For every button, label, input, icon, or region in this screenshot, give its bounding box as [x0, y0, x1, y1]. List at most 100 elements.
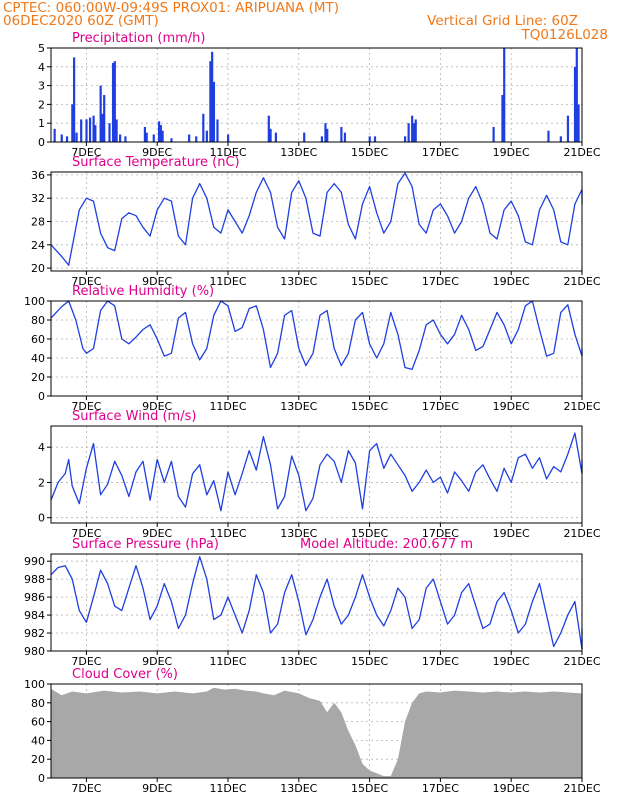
precip-bar — [267, 115, 270, 142]
precip-bar — [85, 119, 88, 142]
precip-bar — [113, 61, 116, 142]
x-tick-label: 13DEC — [280, 527, 317, 540]
cloud-cover-area — [51, 687, 582, 778]
y-tick-label: 24 — [31, 239, 45, 252]
panel-title: Precipitation (mm/h) — [72, 31, 205, 46]
x-tick-label: 21DEC — [563, 655, 600, 668]
precip-bar — [157, 121, 161, 142]
precip-bar — [202, 113, 205, 142]
precip-bar — [547, 130, 550, 142]
precip-bar — [108, 123, 111, 142]
precip-bar — [143, 126, 147, 142]
x-tick-label: 17DEC — [422, 782, 459, 795]
precip-bar — [65, 136, 69, 142]
y-tick-label: 5 — [38, 42, 45, 55]
y-tick-label: 0 — [38, 136, 45, 149]
precip-bar — [170, 138, 173, 142]
precip-bar — [566, 115, 570, 142]
y-tick-label: 28 — [31, 216, 45, 229]
precip-bar — [92, 115, 95, 142]
header-grid-note: Vertical Grid Line: 60Z — [427, 13, 578, 29]
x-tick-label: 19DEC — [493, 400, 530, 413]
y-tick-label: 980 — [24, 645, 45, 658]
y-tick-label: 0 — [38, 390, 45, 403]
x-tick-label: 19DEC — [493, 275, 530, 288]
x-tick-label: 15DEC — [351, 400, 388, 413]
precip-bar — [71, 104, 74, 142]
x-tick-label: 19DEC — [493, 782, 530, 795]
precip-bar — [503, 48, 506, 142]
header-run-code: TQ0126L028 — [521, 27, 608, 43]
precip-bar — [53, 128, 56, 142]
x-tick-label: 21DEC — [563, 146, 600, 159]
precip-bar — [492, 126, 495, 142]
y-tick-label: 982 — [24, 627, 45, 640]
precip-bar — [269, 128, 272, 142]
y-tick-label: 3 — [38, 80, 45, 93]
x-tick-label: 17DEC — [422, 527, 459, 540]
precip-bar — [80, 119, 83, 142]
panel-title: Surface Pressure (hPa) — [72, 537, 219, 552]
y-tick-label: 32 — [31, 192, 45, 205]
x-tick-label: 11DEC — [209, 655, 246, 668]
panel-annotation: Model Altitude: 200.677 m — [300, 537, 473, 552]
y-tick-label: 80 — [31, 697, 45, 710]
x-tick-label: 11DEC — [209, 146, 246, 159]
y-tick-label: 4 — [38, 61, 45, 74]
precip-bar — [324, 123, 327, 142]
x-tick-label: 13DEC — [280, 655, 317, 668]
x-tick-label: 21DEC — [563, 527, 600, 540]
panel-frame — [50, 683, 583, 779]
x-tick-label: 15DEC — [351, 655, 388, 668]
x-tick-label: 7DEC — [71, 400, 101, 413]
series-line — [50, 300, 583, 371]
series-line — [50, 172, 583, 266]
header-date: 06DEC2020 60Z (GMT) — [3, 13, 159, 29]
y-tick-label: 4 — [38, 441, 45, 454]
x-tick-label: 7DEC — [71, 275, 101, 288]
precip-bar — [227, 134, 230, 142]
x-tick-label: 13DEC — [280, 400, 317, 413]
y-tick-label: 986 — [24, 591, 45, 604]
precip-bar — [205, 130, 208, 142]
precip-bar — [159, 125, 162, 142]
x-tick-label: 11DEC — [209, 527, 246, 540]
x-tick-label: 9DEC — [142, 400, 172, 413]
precip-bar — [211, 51, 214, 143]
x-tick-label: 15DEC — [351, 782, 388, 795]
precip-bar — [326, 128, 329, 142]
x-tick-label: 9DEC — [142, 782, 172, 795]
panel-frame — [50, 425, 583, 524]
precip-bar — [573, 66, 577, 142]
precip-bar — [303, 132, 306, 142]
precip-bar — [414, 119, 417, 142]
panel-background — [51, 301, 582, 396]
x-tick-label: 21DEC — [563, 782, 600, 795]
precip-bar — [119, 134, 122, 142]
precip-bar — [209, 61, 212, 142]
precip-bar — [195, 136, 198, 142]
panel-title: Surface Wind (m/s) — [72, 409, 196, 424]
x-tick-label: 19DEC — [493, 527, 530, 540]
x-tick-label: 7DEC — [71, 527, 101, 540]
x-tick-label: 11DEC — [209, 275, 246, 288]
x-tick-label: 17DEC — [422, 275, 459, 288]
precip-bar — [373, 136, 377, 142]
y-tick-label: 20 — [31, 262, 45, 275]
precip-bar — [73, 57, 76, 142]
y-tick-label: 2 — [38, 98, 45, 111]
series-line — [50, 556, 583, 650]
precip-bar — [145, 132, 148, 142]
x-tick-label: 11DEC — [209, 782, 246, 795]
x-tick-label: 19DEC — [493, 146, 530, 159]
precip-bar — [152, 134, 155, 142]
precip-bar — [188, 134, 191, 142]
panel-frame — [50, 47, 583, 143]
panel-background — [51, 426, 582, 523]
precip-bar — [212, 81, 216, 142]
precip-bar — [75, 132, 78, 142]
precip-bar — [161, 130, 164, 142]
y-tick-label: 0 — [38, 512, 45, 525]
x-tick-label: 7DEC — [71, 146, 101, 159]
x-tick-label: 17DEC — [422, 400, 459, 413]
